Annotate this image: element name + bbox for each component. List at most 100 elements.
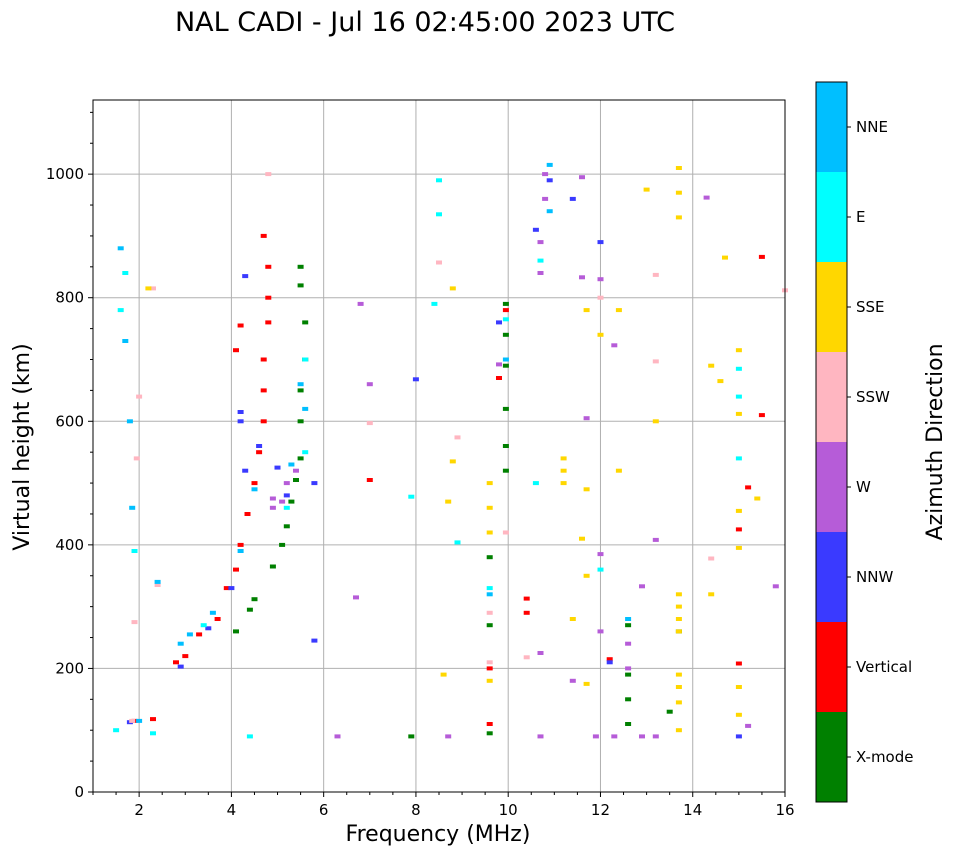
data-point: [675, 672, 682, 677]
data-point: [597, 567, 604, 572]
data-point: [486, 731, 493, 736]
data-point: [237, 410, 244, 414]
data-point: [583, 308, 590, 313]
colorbar-segment: [816, 622, 847, 712]
data-point: [502, 363, 509, 368]
data-point: [265, 320, 272, 325]
data-point: [537, 240, 544, 245]
data-point: [154, 583, 161, 587]
colorbar-segment: [816, 712, 847, 802]
data-point: [625, 617, 632, 621]
data-point: [675, 604, 682, 609]
data-point: [611, 343, 618, 348]
x-tick-label: 10: [499, 801, 518, 819]
data-point: [486, 586, 493, 591]
colorbar-tick-label: E: [856, 208, 865, 226]
data-point: [735, 411, 742, 416]
data-point: [237, 542, 244, 547]
data-point: [186, 632, 193, 637]
data-point: [260, 388, 267, 393]
data-point: [449, 286, 456, 291]
data-point: [129, 718, 136, 723]
data-point: [311, 638, 318, 643]
data-point: [579, 175, 585, 180]
data-point: [569, 196, 576, 201]
data-point: [297, 382, 304, 387]
x-tick-label: 2: [134, 801, 144, 819]
data-point: [246, 734, 253, 739]
data-point: [537, 258, 544, 263]
data-point: [675, 166, 682, 170]
data-point: [445, 734, 452, 739]
data-point: [251, 597, 258, 602]
data-point: [496, 362, 502, 367]
data-point: [269, 564, 276, 569]
data-point: [560, 468, 567, 473]
series-vertical: [131, 233, 765, 726]
data-point: [283, 505, 290, 510]
data-point: [265, 295, 272, 300]
colorbar-segment: [816, 532, 847, 622]
data-point: [260, 357, 267, 362]
data-point: [597, 629, 604, 634]
data-point: [675, 728, 682, 733]
data-point: [302, 320, 309, 325]
data-point: [122, 271, 129, 275]
colorbar-segment: [816, 262, 847, 352]
data-point: [436, 260, 442, 265]
data-point: [625, 697, 632, 702]
data-point: [652, 537, 659, 542]
y-tick-label: 800: [55, 289, 84, 307]
data-point: [260, 419, 267, 424]
data-point: [625, 641, 632, 646]
data-point: [200, 623, 207, 628]
data-point: [279, 542, 286, 547]
data-point: [288, 499, 295, 504]
data-point: [537, 651, 544, 655]
data-point: [366, 478, 373, 482]
data-point: [675, 215, 682, 220]
data-point: [579, 536, 585, 541]
colorbar-tick-label: SSW: [856, 388, 890, 406]
data-point: [735, 527, 742, 532]
data-point: [652, 272, 659, 277]
data-point: [269, 505, 276, 510]
series-sse: [145, 166, 761, 733]
data-point: [537, 271, 544, 275]
data-point: [675, 629, 682, 634]
colorbar-tick-label: W: [856, 478, 871, 496]
data-point: [597, 552, 604, 557]
data-point: [486, 530, 493, 535]
data-point: [173, 660, 179, 665]
data-point: [502, 530, 509, 535]
data-point: [311, 481, 318, 486]
data-point: [532, 481, 539, 486]
data-point: [708, 556, 715, 561]
data-point: [279, 499, 286, 504]
data-point: [758, 413, 765, 418]
data-point: [486, 623, 493, 628]
data-point: [583, 416, 590, 421]
data-point: [597, 295, 604, 300]
data-point: [735, 685, 742, 689]
data-point: [357, 301, 364, 306]
data-point: [237, 323, 244, 328]
data-point: [145, 286, 152, 291]
data-point: [150, 717, 156, 722]
x-tick-label: 8: [411, 801, 421, 819]
data-point: [735, 394, 742, 399]
data-point: [592, 734, 599, 739]
data-point: [703, 195, 710, 200]
colorbar-label: Azimuth Direction: [923, 343, 948, 540]
data-point: [283, 493, 290, 498]
colorbar-tick-label: SSE: [856, 298, 885, 316]
data-point: [639, 584, 645, 589]
data-point: [496, 376, 502, 380]
data-point: [136, 718, 143, 723]
data-point: [297, 283, 304, 288]
data-point: [214, 617, 221, 621]
data-point: [652, 734, 659, 739]
data-point: [486, 555, 493, 560]
data-point: [537, 734, 544, 739]
